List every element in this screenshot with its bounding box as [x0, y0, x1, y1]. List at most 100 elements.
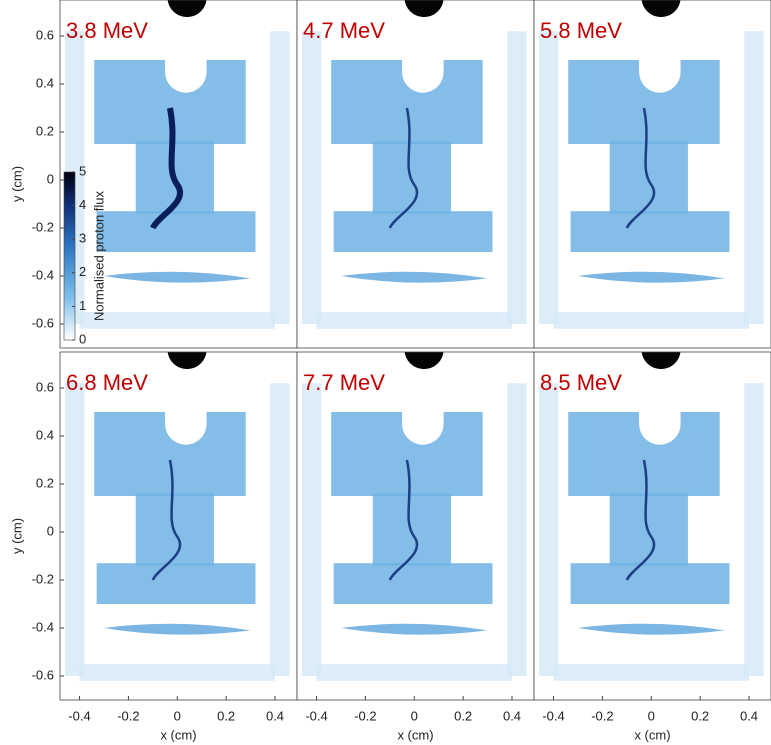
panel [60, 352, 297, 700]
image-region [553, 664, 750, 681]
x-tick-label: 0 [411, 708, 418, 723]
image-region [96, 563, 256, 604]
x-tick-label: -0.4 [68, 708, 90, 723]
x-tick-label: 0.2 [454, 708, 472, 723]
panel [60, 0, 297, 348]
x-tick-label: -0.2 [591, 708, 613, 723]
image-region [79, 312, 276, 329]
y-tick-label: 0.2 [36, 475, 54, 490]
panel-title: 7.7 MeV [303, 370, 385, 395]
crack [151, 459, 182, 581]
y-tick-label: -0.4 [32, 619, 54, 634]
image-region [316, 312, 513, 329]
image-region [639, 0, 681, 93]
image-region [103, 271, 251, 283]
image-region [316, 664, 513, 681]
y-tick-label: -0.6 [32, 667, 54, 682]
y-tick-label: 0.6 [36, 27, 54, 42]
image-region [333, 211, 493, 252]
image-region [270, 31, 290, 324]
image-region [402, 0, 444, 93]
panel-title: 3.8 MeV [66, 18, 148, 43]
y-axis-label: y (cm) [9, 166, 24, 202]
y-tick-label: -0.2 [32, 571, 54, 586]
x-tick-label: 0.2 [217, 708, 235, 723]
y-tick-label: 0.6 [36, 379, 54, 394]
image-region [641, 352, 681, 370]
image-region [64, 383, 85, 676]
x-tick-label: 0.4 [503, 708, 521, 723]
panel-title: 6.8 MeV [66, 370, 148, 395]
colorbar-tick-label: 4 [79, 197, 86, 212]
y-tick-label: 0 [47, 523, 54, 538]
image-region [744, 383, 764, 676]
x-tick-label: 0.4 [740, 708, 758, 723]
panel-border [533, 351, 771, 701]
x-tick-label: 0 [174, 708, 181, 723]
image-region [538, 383, 559, 676]
image-region [96, 211, 256, 252]
image-region [577, 271, 725, 283]
x-tick-label: -0.2 [354, 708, 376, 723]
image-region [404, 352, 444, 370]
x-tick-label: -0.4 [305, 708, 327, 723]
colorbar-tick-label: 1 [79, 298, 86, 313]
x-tick-label: 0 [648, 708, 655, 723]
panel [297, 352, 534, 700]
x-axis-label: x (cm) [397, 727, 433, 742]
image-region [167, 0, 207, 18]
image-region [744, 31, 764, 324]
y-tick-label: -0.6 [32, 315, 54, 330]
panel-title: 4.7 MeV [303, 18, 385, 43]
image-region [507, 31, 527, 324]
image-region [333, 563, 493, 604]
image-region [270, 383, 290, 676]
panel [534, 0, 771, 348]
x-axis-label: x (cm) [634, 727, 670, 742]
image-region [570, 563, 730, 604]
y-tick-label: 0.4 [36, 427, 54, 442]
image-region [553, 312, 750, 329]
image-region [165, 0, 207, 93]
image-region [340, 623, 488, 635]
crack [388, 459, 419, 581]
panel-title: 5.8 MeV [540, 18, 622, 43]
image-region [570, 211, 730, 252]
y-tick-label: -0.2 [32, 219, 54, 234]
image-region [103, 623, 251, 635]
colorbar-tick-label: 0 [79, 331, 86, 346]
image-region [79, 664, 276, 681]
image-region [538, 31, 559, 324]
y-axis-label: y (cm) [9, 518, 24, 554]
y-tick-label: 0.4 [36, 75, 54, 90]
crack [150, 107, 183, 230]
image-region [301, 383, 322, 676]
crack [625, 107, 656, 229]
panel-title: 8.5 MeV [540, 370, 622, 395]
x-tick-label: -0.2 [117, 708, 139, 723]
crack [625, 459, 656, 581]
image-region [404, 0, 444, 18]
image-region [340, 271, 488, 283]
colorbar-tick-label: 3 [79, 231, 86, 246]
y-tick-label: 0.2 [36, 123, 54, 138]
x-tick-label: -0.4 [542, 708, 564, 723]
y-tick-label: 0 [47, 171, 54, 186]
image-region [507, 383, 527, 676]
image-region [641, 0, 681, 18]
panel-border [533, 0, 771, 349]
y-tick-label: -0.4 [32, 267, 54, 282]
colorbar-tick-label: 5 [79, 163, 86, 178]
image-region [301, 31, 322, 324]
image-region [639, 352, 681, 445]
panel [297, 0, 534, 348]
image-region [577, 623, 725, 635]
image-region [402, 352, 444, 445]
colorbar-tick-label: 2 [79, 264, 86, 279]
x-tick-label: 0.2 [691, 708, 709, 723]
colorbar-label: Normalised proton flux [91, 190, 106, 321]
image-region [165, 352, 207, 445]
x-tick-label: 0.4 [266, 708, 284, 723]
image-region [167, 352, 207, 370]
